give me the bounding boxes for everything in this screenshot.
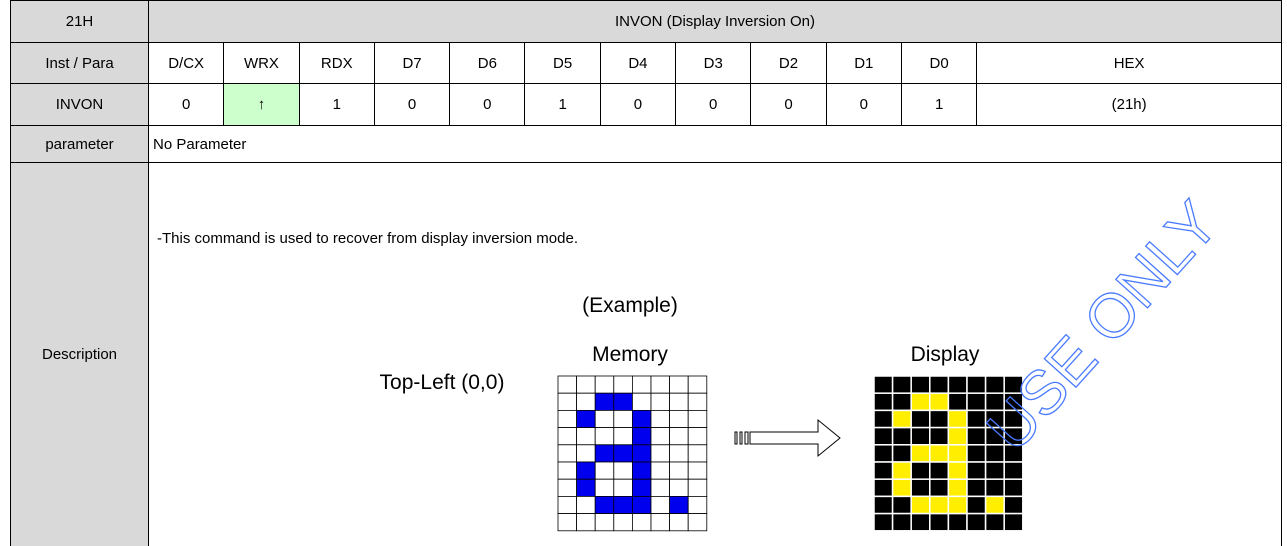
row-label: Inst / Para (10, 42, 149, 84)
column-header: D0 (900, 42, 978, 84)
bit-value: ↑ (223, 83, 300, 126)
column-header: D2 (750, 42, 827, 84)
column-header: D1 (825, 42, 902, 84)
command-table: 21H INVON (Display Inversion On) Inst / P… (10, 0, 1282, 546)
column-header: D5 (524, 42, 601, 84)
bit-value: 0 (675, 83, 752, 126)
command-code: 21H (10, 0, 149, 43)
bit-value: 1 (298, 83, 375, 126)
column-header: D6 (449, 42, 526, 84)
bit-value: 0 (373, 83, 451, 126)
bit-value: 0 (750, 83, 827, 126)
column-header: D7 (373, 42, 451, 84)
column-header: D/CX (147, 42, 225, 84)
bit-value: 0 (449, 83, 526, 126)
bit-value: 0 (825, 83, 902, 126)
bit-value: (21h) (976, 83, 1282, 126)
bit-value: 1 (900, 83, 978, 126)
row-label: INVON (10, 83, 149, 126)
bit-value: 0 (147, 83, 225, 126)
column-header: WRX (223, 42, 300, 84)
column-header: RDX (298, 42, 375, 84)
row-label: Description (10, 162, 149, 546)
bit-value: 1 (524, 83, 601, 126)
bit-value: 0 (599, 83, 677, 126)
description-cell (148, 162, 1282, 546)
column-header: D4 (599, 42, 677, 84)
column-header: HEX (976, 42, 1282, 84)
row-label: parameter (10, 125, 149, 163)
parameter-text: No Parameter (148, 125, 1282, 163)
command-title: INVON (Display Inversion On) (148, 0, 1282, 43)
column-header: D3 (675, 42, 752, 84)
